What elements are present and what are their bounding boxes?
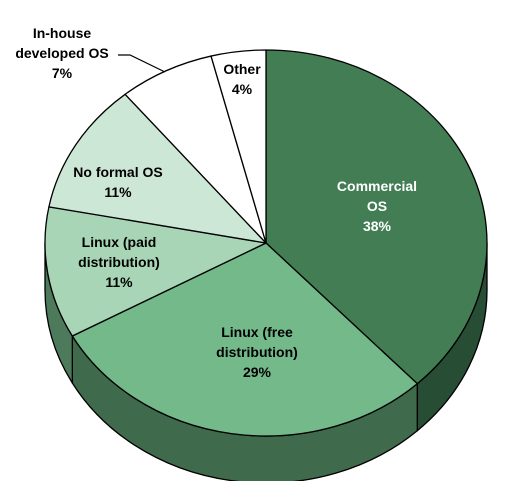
slice-name-line: distribution) [216,344,298,360]
slice-name-line: distribution) [78,254,160,270]
pie-slices [44,49,488,437]
slice-name-line: No formal OS [73,164,162,180]
slice-name-line: Linux (paid [82,234,157,250]
slice-name-line: In-house [33,25,92,41]
slice-name-line: Commercial [337,178,417,194]
slice-label-no-formal-os: No formal OS 11% [73,164,162,200]
slice-name-line: developed OS [15,45,108,61]
slice-labels: Commercial OS 38% Linux (free distribution) 2… [15,25,417,380]
slice-name-line: Linux (free [221,324,293,340]
slice-value-label: 11% [105,274,133,290]
slice-label-linux-free-distribution: Linux (free distribution) 29% [216,324,298,380]
slice-value-label: 38% [363,218,392,234]
slice-linux-free-distribution [71,242,418,437]
slice-other [210,49,267,244]
slice-commercial-os [265,49,488,385]
slice-value-label: 29% [243,364,272,380]
slice-label-commercial-os: Commercial OS 38% [337,178,417,234]
slice-linux-paid-distribution [44,206,267,337]
slice-value-label: 11% [104,184,132,200]
slice-label-in-house-developed-os: In-house developed OS 7% [15,25,108,81]
slice-name-line: Other [223,61,261,77]
slice-no-formal-os [48,93,267,244]
slice-label-linux-paid-distribution: Linux (paid distribution) 11% [78,234,160,290]
slice-name-line: OS [367,198,387,214]
slice-value-label: 7% [52,65,73,81]
slice-label-other: Other 4% [223,61,261,97]
leader-lines [118,54,166,73]
leader-line-in-house-developed-os [118,54,166,73]
slice-value-label: 4% [232,81,253,97]
